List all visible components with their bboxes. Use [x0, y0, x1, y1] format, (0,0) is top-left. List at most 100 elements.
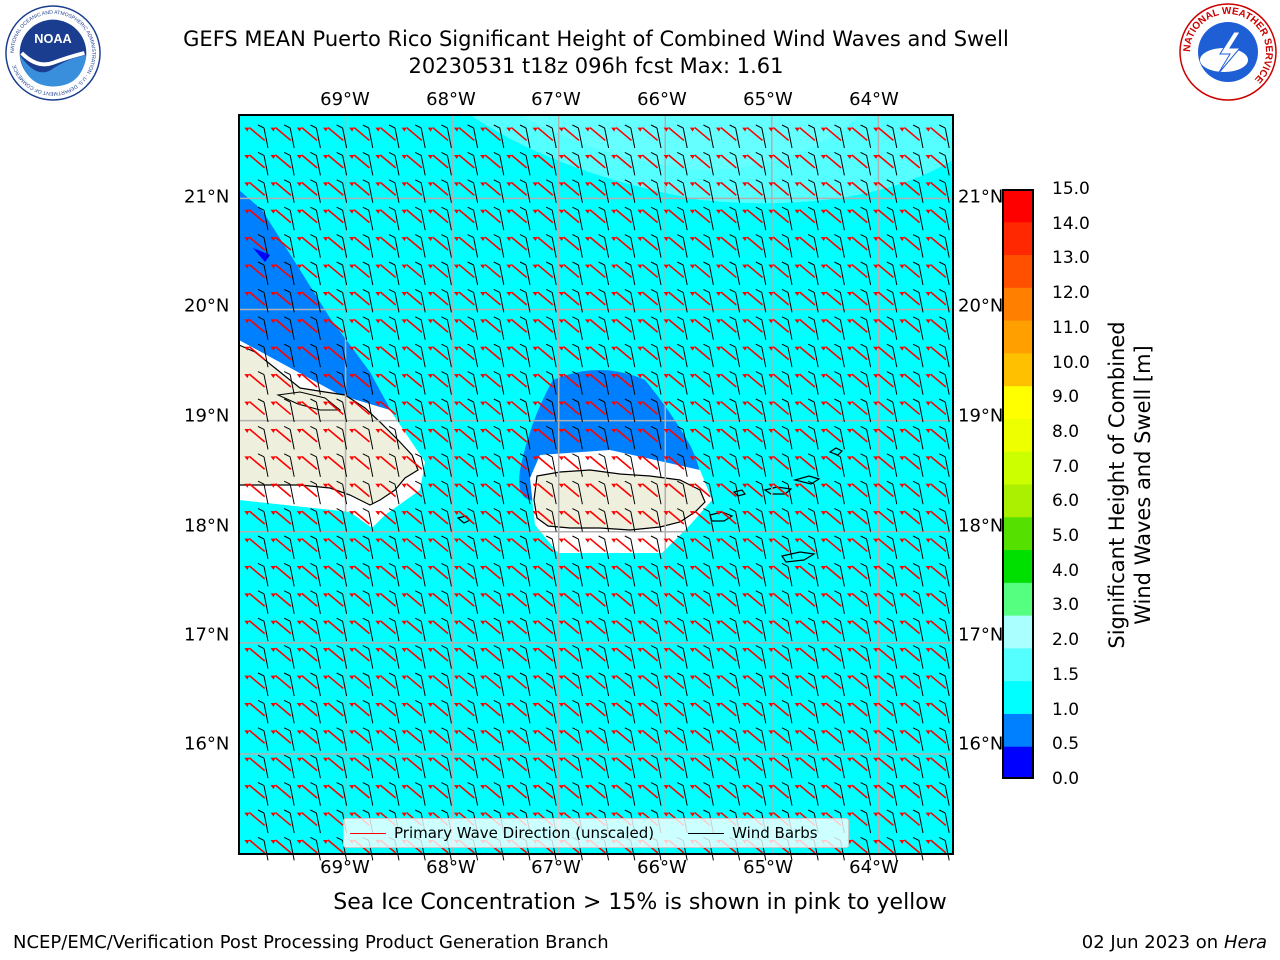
wave-direction-arrow [432, 236, 449, 251]
wave-direction-arrow [641, 126, 659, 142]
wave-direction-arrowhead [899, 730, 905, 735]
wave-direction-arrow [537, 647, 554, 662]
wave-direction-arrow [353, 209, 370, 224]
colorbar-tick-label: 0.5 [1052, 734, 1080, 755]
wave-direction-arrowhead [873, 456, 879, 461]
wind-barb [545, 617, 557, 642]
wave-direction-arrow [589, 702, 606, 717]
wave-direction-arrow [694, 455, 711, 470]
wind-barb [860, 645, 872, 669]
wave-direction-arrowhead [296, 648, 302, 653]
wave-direction-arrowhead [532, 401, 538, 406]
wave-direction-arrow [772, 346, 790, 361]
wave-direction-arrowhead [637, 511, 643, 516]
wave-direction-arrow [641, 729, 659, 744]
wave-direction-arrowhead [270, 374, 276, 379]
wave-direction-arrow [772, 620, 790, 635]
wind-barb [310, 617, 321, 642]
wave-direction-arrowhead [637, 264, 643, 269]
wave-direction-arrowhead [375, 511, 381, 516]
wind-barb [807, 234, 819, 258]
wind-barb [886, 288, 898, 313]
wave-direction-arrowhead [899, 593, 905, 598]
wave-direction-arrow [379, 318, 397, 333]
wind-barb [598, 453, 610, 477]
wind-barb [336, 151, 348, 176]
wave-direction-arrow [825, 400, 842, 416]
wave-direction-arrow [563, 236, 580, 251]
colorbar-segment [1002, 615, 1034, 649]
wave-direction-arrow [589, 181, 606, 196]
wave-direction-arrow [641, 702, 659, 717]
wave-direction-arrow [615, 428, 632, 443]
wave-direction-arrow [877, 209, 894, 224]
wind-barb-legend-swatch [688, 832, 725, 834]
wind-barb [467, 124, 479, 149]
wave-direction-arrowhead [637, 346, 643, 351]
chart-subtitle: 20230531 t18z 096h fcst Max: 1.61 [408, 54, 784, 78]
wave-direction-arrow [589, 455, 606, 470]
wave-direction-arrowhead [401, 319, 407, 324]
wave-direction-arrowhead [584, 730, 590, 735]
wave-direction-arrowhead [453, 757, 459, 762]
wave-direction-arrow [327, 126, 344, 142]
wave-direction-arrowhead [637, 209, 643, 214]
wind-barb [676, 782, 688, 806]
wind-barb [650, 261, 662, 286]
wave-direction-arrow [510, 400, 528, 416]
wave-direction-arrow [563, 647, 580, 662]
wave-direction-arrowhead [244, 511, 250, 516]
wave-direction-arrowhead [820, 620, 826, 625]
wave-direction-arrow [327, 318, 344, 333]
wave-direction-arrowhead [558, 538, 564, 543]
wind-barb [729, 535, 741, 560]
wave-direction-arrow [589, 565, 606, 580]
wave-direction-arrowhead [689, 730, 695, 735]
culebra-island [732, 489, 747, 497]
wave-direction-arrow [563, 702, 580, 717]
wave-direction-arrowhead [663, 785, 669, 790]
wave-direction-arrow [720, 510, 737, 525]
wave-direction-arrowhead [349, 346, 355, 351]
wind-barb [362, 316, 374, 340]
wind-barb [493, 508, 505, 532]
wind-barb [493, 782, 505, 806]
wave-direction-arrow [379, 565, 397, 580]
wave-direction-arrowhead [506, 428, 512, 433]
wave-direction-arrowhead [715, 127, 721, 132]
wind-barb [624, 234, 636, 258]
wave-direction-arrow [484, 483, 501, 498]
wave-direction-arrowhead [794, 565, 800, 570]
wind-barb [755, 453, 767, 477]
wind-barb [545, 124, 557, 149]
wind-barb [650, 727, 662, 751]
wave-direction-arrowhead [401, 730, 407, 735]
wave-direction-arrow [930, 702, 947, 717]
wind-barb [441, 562, 452, 587]
wave-direction-arrowhead [925, 785, 931, 790]
wave-direction-arrowhead [742, 483, 748, 488]
wave-direction-arrowhead [401, 620, 407, 625]
map-frame [238, 114, 954, 855]
wave-direction-arrowhead [427, 675, 433, 680]
wave-direction-arrow [877, 126, 894, 142]
wave-direction-arrow [301, 181, 318, 196]
wave-direction-arrow [301, 565, 318, 580]
wind-barb [834, 398, 845, 423]
wave-direction-arrow [799, 236, 816, 251]
wave-direction-arrow [379, 537, 397, 553]
wind-barb [545, 343, 557, 368]
wave-direction-arrow [537, 729, 554, 744]
wave-direction-arrow [275, 181, 292, 196]
wave-direction-arrow [930, 428, 947, 443]
wave-direction-arrow [537, 428, 554, 443]
wave-direction-arrowhead [768, 730, 774, 735]
wind-barb [362, 288, 374, 313]
wind-barb [441, 234, 452, 258]
wind-barb [755, 562, 767, 587]
wave-direction-arrowhead [375, 401, 381, 406]
wave-direction-arrowhead [532, 154, 538, 159]
wave-direction-arrow [851, 209, 868, 224]
wave-direction-arrowhead [453, 565, 459, 570]
wave-direction-arrow [406, 674, 423, 690]
